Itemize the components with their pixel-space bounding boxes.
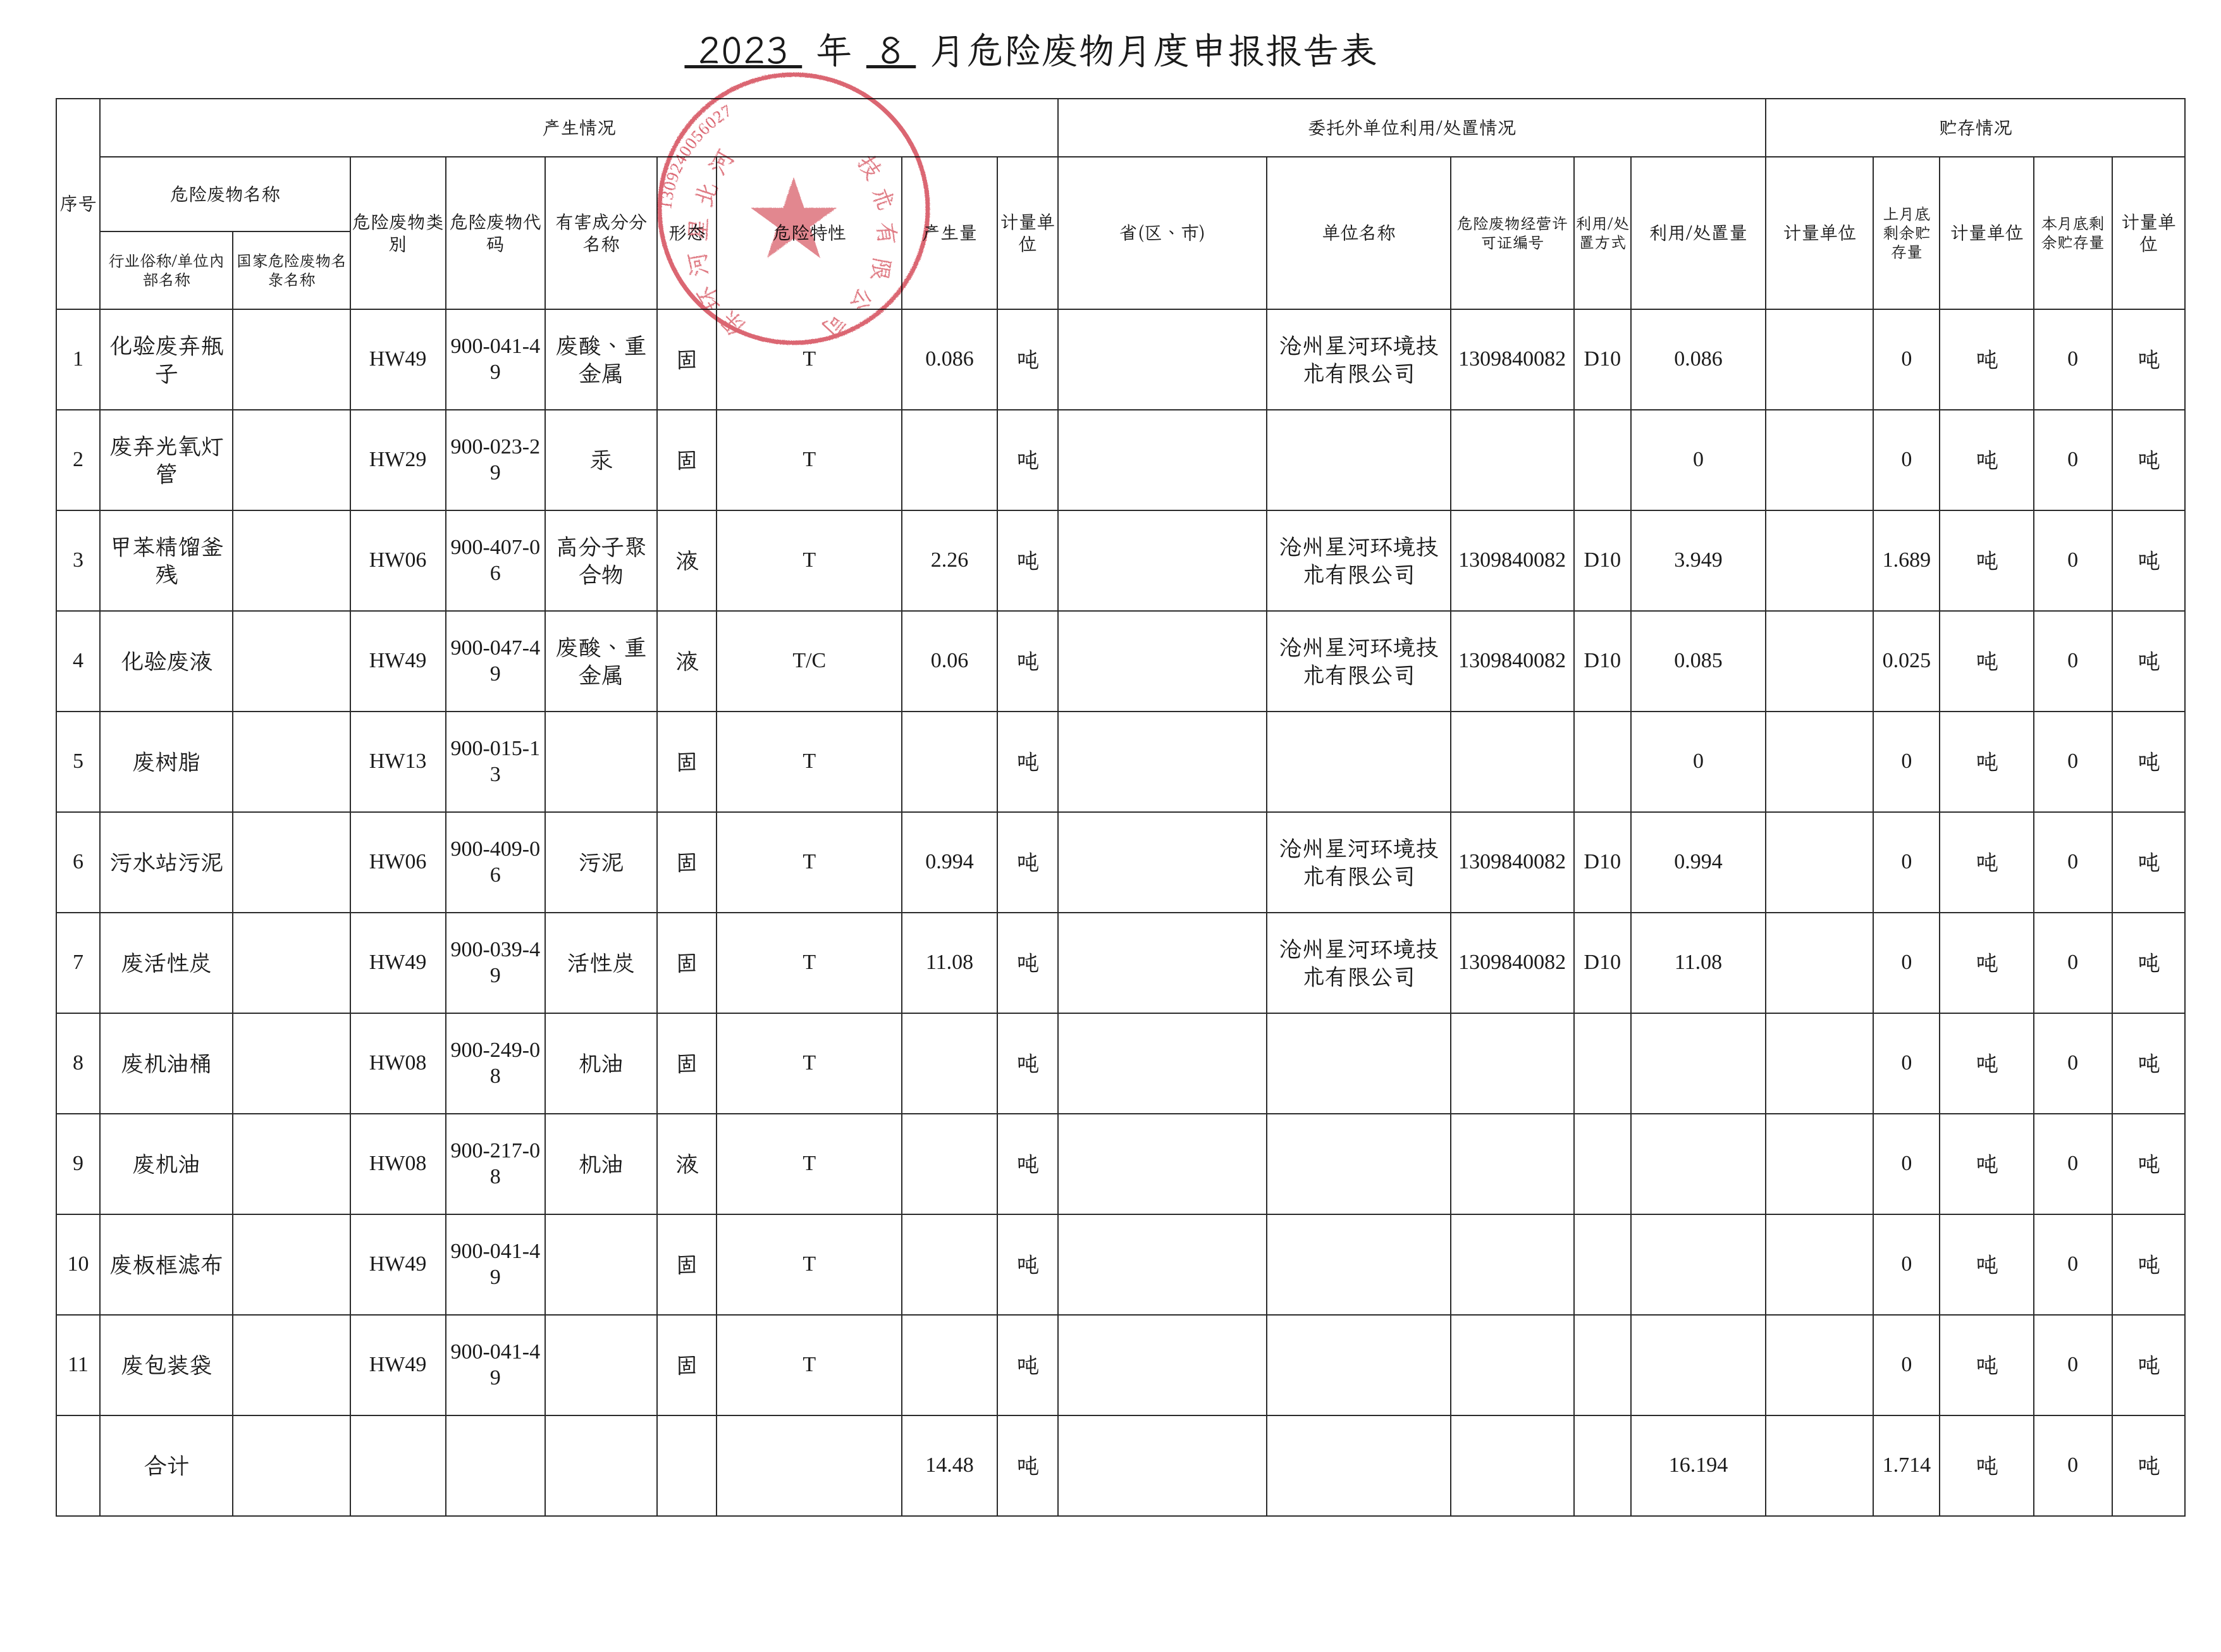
svg-text:河: 河: [680, 249, 716, 279]
svg-text:术: 术: [865, 182, 902, 214]
svg-text:有: 有: [871, 221, 904, 247]
svg-text:河: 河: [701, 144, 741, 181]
svg-text:北: 北: [687, 178, 725, 211]
svg-text:技: 技: [851, 149, 890, 185]
svg-text:环: 环: [689, 280, 729, 317]
svg-text:限: 限: [864, 255, 899, 283]
svg-text:保: 保: [713, 304, 753, 343]
svg-text:星: 星: [681, 216, 715, 243]
